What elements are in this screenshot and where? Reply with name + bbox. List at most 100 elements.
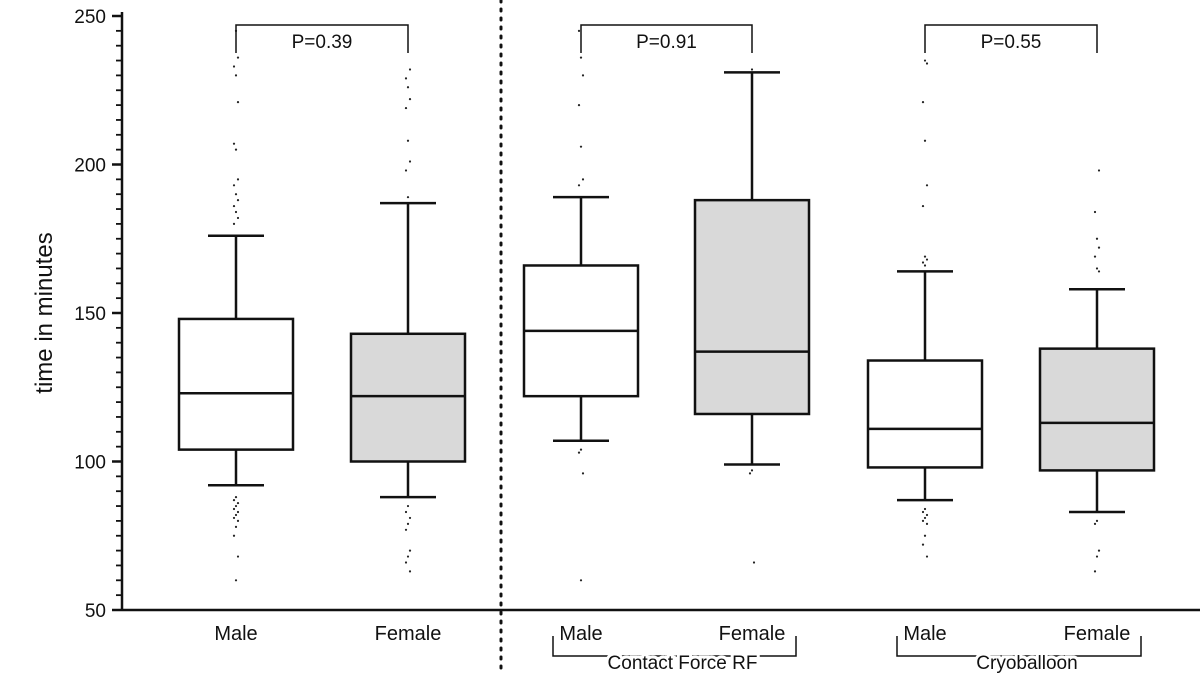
- outlier-point: [408, 98, 412, 101]
- outlier-point: [1095, 267, 1099, 270]
- outlier-point: [1097, 246, 1101, 249]
- significance-bracket: [924, 24, 1098, 53]
- outlier-point: [404, 77, 408, 80]
- outlier-point: [232, 507, 236, 511]
- outlier-point: [925, 258, 929, 261]
- outlier-point: [581, 74, 585, 77]
- outlier-point: [752, 561, 756, 564]
- outlier-point: [408, 549, 412, 552]
- outlier-point: [234, 504, 238, 508]
- y-axis-label: time in minutes: [31, 232, 58, 393]
- outlier-point: [748, 472, 752, 475]
- outlier-point: [406, 86, 410, 89]
- p-value-label: P=0.55: [981, 32, 1042, 53]
- outlier-point: [406, 522, 410, 525]
- outlier-point: [577, 104, 581, 107]
- outlier-point: [236, 199, 240, 202]
- outlier-point: [404, 169, 408, 172]
- outlier-point: [925, 62, 929, 65]
- y-tick-label: 100: [74, 453, 106, 474]
- outlier-point: [236, 216, 240, 220]
- outlier-point: [232, 204, 236, 208]
- outlier-point: [923, 516, 927, 520]
- outlier-point: [581, 178, 585, 181]
- group-label: Contact Force RF: [608, 653, 758, 674]
- outlier-point: [1095, 237, 1099, 240]
- outlier-point: [234, 74, 238, 77]
- outlier-point: [236, 519, 240, 523]
- outlier-point: [232, 142, 236, 145]
- outlier-point: [750, 469, 754, 472]
- outlier-point: [406, 139, 410, 142]
- y-tick-label: 50: [85, 601, 106, 622]
- category-label: Male: [559, 623, 602, 645]
- outlier-point: [236, 501, 240, 505]
- outlier-point: [577, 451, 581, 454]
- p-value-label: P=0.39: [292, 32, 353, 53]
- outlier-point: [581, 472, 585, 475]
- outlier-point: [406, 504, 410, 508]
- outlier-point: [577, 29, 581, 32]
- outlier-point: [232, 499, 236, 502]
- box-iqr: [866, 359, 984, 469]
- y-tick-label: 200: [74, 156, 106, 177]
- box-iqr: [1038, 347, 1156, 472]
- category-label: Female: [1064, 623, 1131, 645]
- outlier-point: [408, 68, 412, 71]
- outlier-point: [404, 561, 408, 564]
- outlier-point: [234, 210, 238, 214]
- outlier-point: [232, 516, 236, 520]
- outlier-point: [1093, 210, 1097, 214]
- outlier-point: [923, 255, 927, 258]
- outlier-point: [1093, 522, 1097, 525]
- outlier-point: [925, 555, 929, 558]
- outlier-point: [921, 543, 925, 546]
- outlier-point: [579, 56, 583, 59]
- outlier-point: [236, 101, 240, 104]
- significance-bracket: [580, 24, 753, 53]
- outlier-point: [232, 222, 236, 225]
- outlier-point: [925, 522, 929, 525]
- box-iqr: [693, 198, 811, 416]
- outlier-point: [925, 184, 929, 187]
- outlier-point: [1093, 255, 1097, 258]
- category-label: Female: [375, 623, 442, 645]
- outlier-point: [1097, 549, 1101, 552]
- group-bracket: [896, 636, 1142, 657]
- outlier-point: [579, 145, 583, 148]
- outlier-point: [406, 196, 410, 199]
- category-label: Male: [214, 623, 257, 645]
- category-label: Male: [903, 623, 946, 645]
- outlier-point: [921, 101, 925, 104]
- outlier-point: [923, 534, 927, 537]
- outlier-point: [750, 68, 754, 71]
- outlier-point: [1095, 519, 1099, 523]
- outlier-point: [925, 513, 929, 517]
- outlier-point: [921, 204, 925, 208]
- outlier-point: [921, 519, 925, 523]
- outlier-point: [923, 139, 927, 142]
- outlier-point: [232, 534, 236, 537]
- outlier-point: [923, 507, 927, 511]
- outlier-point: [404, 528, 408, 531]
- y-tick-label: 150: [74, 304, 106, 325]
- outlier-point: [1097, 169, 1101, 172]
- outlier-point: [236, 555, 240, 558]
- outlier-point: [404, 510, 408, 514]
- outlier-point: [921, 510, 925, 514]
- outlier-point: [579, 448, 583, 451]
- outlier-point: [404, 106, 408, 110]
- outlier-point: [923, 59, 927, 62]
- outlier-point: [234, 193, 238, 196]
- outlier-point: [408, 570, 412, 573]
- outlier-point: [236, 56, 240, 59]
- category-label: Female: [719, 623, 786, 645]
- outlier-point: [232, 65, 236, 68]
- outlier-point: [921, 261, 925, 264]
- outlier-point: [577, 184, 581, 187]
- group-bracket: [552, 636, 797, 657]
- box-iqr: [349, 332, 467, 463]
- outlier-point: [923, 264, 927, 267]
- outlier-point: [1093, 570, 1097, 573]
